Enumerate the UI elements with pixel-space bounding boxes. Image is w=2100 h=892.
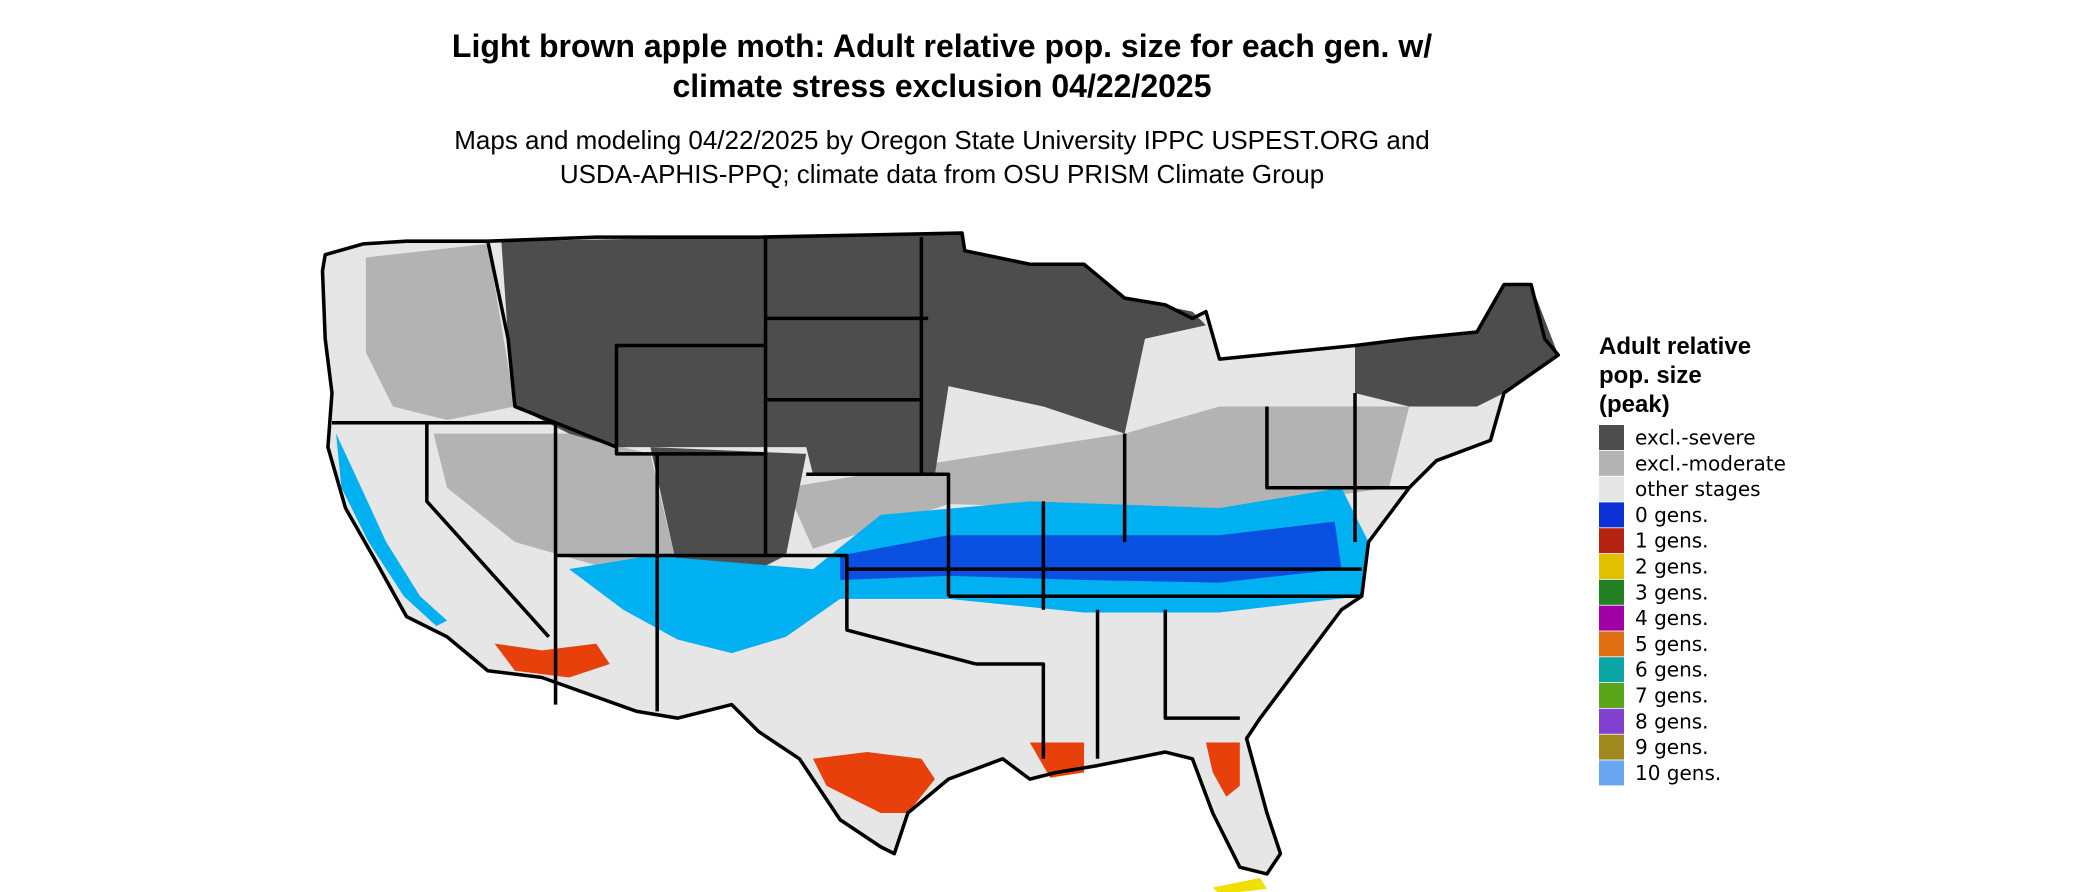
legend-swatch <box>1599 734 1624 760</box>
legend-label: 7 gens. <box>1635 684 1709 708</box>
legend-label: excl.-moderate <box>1635 451 1786 475</box>
legend-swatch <box>1599 579 1624 605</box>
legend-title: (peak) <box>1599 391 1670 418</box>
legend-label: 6 gens. <box>1635 658 1709 682</box>
legend-swatch <box>1599 657 1624 683</box>
legend-label: 10 gens. <box>1635 761 1721 785</box>
legend-label: excl.-severe <box>1635 426 1756 450</box>
legend-swatch <box>1599 528 1624 554</box>
moderate-region <box>785 406 1410 549</box>
moderate-region <box>365 243 515 421</box>
legend-label: 9 gens. <box>1635 735 1709 759</box>
severe-region <box>501 233 1206 475</box>
severe-region <box>1355 284 1559 407</box>
orange-region <box>813 752 935 813</box>
legend-label: 8 gens. <box>1635 709 1709 733</box>
legend-label: 4 gens. <box>1635 606 1709 630</box>
legend-label: 2 gens. <box>1635 555 1709 579</box>
legend-label: 5 gens. <box>1635 632 1709 656</box>
legend-swatch <box>1599 605 1624 631</box>
legend-title: pop. size <box>1599 362 1702 389</box>
legend-swatch <box>1599 760 1624 786</box>
subtitle: Maps and modeling 04/22/2025 by Oregon S… <box>454 125 1430 155</box>
legend-swatch <box>1599 425 1624 450</box>
state-border <box>331 237 1410 759</box>
us-outline <box>320 231 1561 876</box>
legend-swatch <box>1599 476 1624 502</box>
legend-swatch <box>1599 631 1624 657</box>
title: climate stress exclusion 04/22/2025 <box>672 68 1211 104</box>
legend-label: other stages <box>1635 477 1761 501</box>
legend-title: Adult relative <box>1599 333 1751 360</box>
legend-swatch <box>1599 683 1624 708</box>
title: Light brown apple moth: Adult relative p… <box>452 28 1432 64</box>
legend-swatch <box>1599 554 1624 579</box>
legend-swatch <box>1599 450 1624 476</box>
map <box>320 231 1561 892</box>
yellow-region <box>1212 878 1267 892</box>
legend-label: 3 gens. <box>1635 580 1709 604</box>
legend-label: 1 gens. <box>1635 529 1709 553</box>
legend-label: 0 gens. <box>1635 503 1709 527</box>
orange-region <box>1205 742 1240 797</box>
subtitle: USDA-APHIS-PPQ; climate data from OSU PR… <box>560 159 1324 189</box>
orange-region <box>494 643 610 678</box>
legend-swatch <box>1599 708 1624 734</box>
legend-swatch <box>1599 502 1624 528</box>
